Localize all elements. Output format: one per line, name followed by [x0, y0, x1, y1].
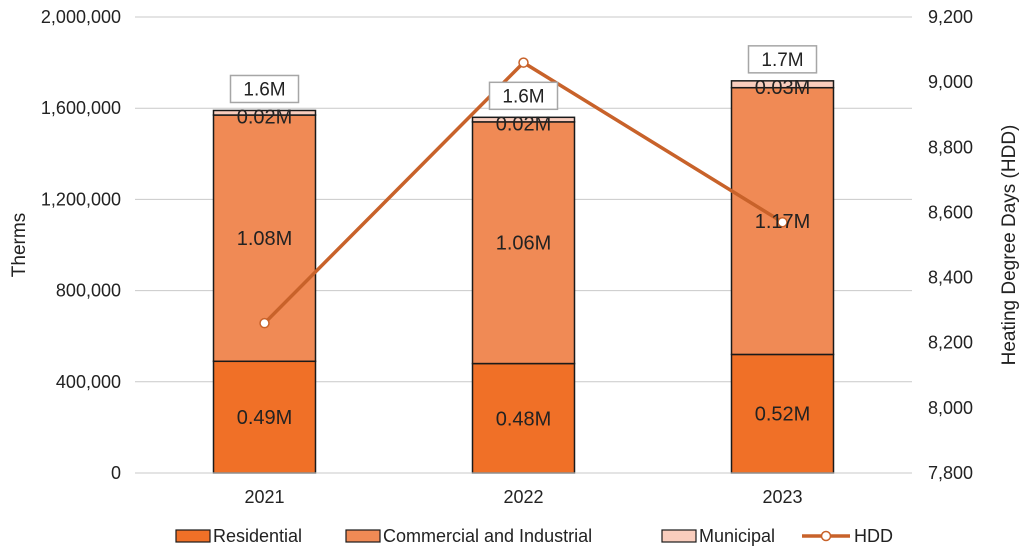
bar-commercial-and-industrial-2022	[471, 121, 576, 365]
data-label: 0.48M	[496, 408, 552, 430]
x-tick-label: 2023	[762, 487, 802, 507]
legend-residential-label: Residential	[213, 526, 302, 546]
y-tick-label-right: 9,000	[928, 72, 973, 92]
legend-hdd-label: HDD	[854, 526, 893, 546]
left-axis-ticks: 0 400,000 800,000 1,200,000 1,600,000 2,000,0…	[41, 7, 121, 483]
data-label: 0.02M	[237, 106, 293, 128]
y-tick-label-left: 1,600,000	[41, 98, 121, 118]
data-label: 1.17M	[755, 211, 811, 233]
legend-hdd-swatch-marker	[820, 530, 832, 542]
y-tick-label-right: 8,200	[928, 333, 973, 353]
y-tick-label-left: 0	[111, 463, 121, 483]
legend-commercial-industrial-swatch	[345, 529, 381, 543]
total-label-box	[229, 74, 300, 104]
bar-municipal-2022	[471, 116, 576, 123]
y-tick-label-right: 8,800	[928, 137, 973, 157]
bar-residential-2021	[212, 360, 317, 474]
hdd-line	[259, 57, 788, 329]
data-label: 0.02M	[496, 113, 552, 135]
bar-residential-2023	[730, 353, 835, 474]
x-tick-label: 2021	[244, 487, 284, 507]
right-axis-ticks: 7,800 8,000 8,200 8,400 8,600 8,800 9,000 9,200	[928, 7, 973, 483]
data-label: 1.08M	[237, 228, 293, 250]
x-axis-ticks: 2021 2022 2023	[244, 487, 802, 507]
total-label: 1.6M	[502, 86, 544, 107]
hdd-point	[518, 57, 529, 68]
bar-residential-2022	[471, 362, 576, 474]
legend-commercial-industrial-label: Commercial and Industrial	[383, 526, 592, 546]
total-label: 1.7M	[761, 50, 803, 71]
y-tick-label-left: 400,000	[56, 372, 121, 392]
data-label: 0.52M	[755, 404, 811, 426]
y-axis-title-right: Heating Degree Days (HDD)	[999, 125, 1020, 366]
total-label-box	[488, 81, 559, 111]
legend-residential-swatch	[175, 529, 211, 543]
bar-municipal-2021	[212, 109, 317, 116]
data-label: 0.03M	[755, 77, 811, 99]
y-tick-label-left: 1,200,000	[41, 189, 121, 209]
hdd-point	[777, 216, 788, 228]
x-tick-label: 2022	[503, 487, 543, 507]
y-tick-label-right: 8,000	[928, 398, 973, 418]
total-label-box	[747, 45, 818, 74]
y-tick-label-right: 8,400	[928, 268, 973, 288]
bar-municipal-2023	[730, 80, 835, 89]
legend-municipal-label: Municipal	[699, 526, 775, 546]
legend: Residential Commercial and Industrial Muni…	[175, 526, 893, 546]
hdd-point	[259, 317, 270, 329]
y-tick-label-right: 7,800	[928, 463, 973, 483]
total-label: 1.6M	[243, 79, 285, 100]
y-tick-label-left: 2,000,000	[41, 7, 121, 27]
y-axis-title-left: Therms	[9, 213, 30, 277]
data-label: 1.06M	[496, 233, 552, 255]
y-tick-label-right: 9,200	[928, 7, 973, 27]
y-tick-label-left: 800,000	[56, 281, 121, 301]
y-tick-label-right: 8,600	[928, 202, 973, 222]
data-labels: 0.49M 1.08M 0.02M 1.6M 0.48M 1.06M 0.02M 1.6M 0.…	[229, 45, 818, 430]
legend-municipal-swatch	[661, 529, 697, 543]
data-label: 0.49M	[237, 407, 293, 429]
